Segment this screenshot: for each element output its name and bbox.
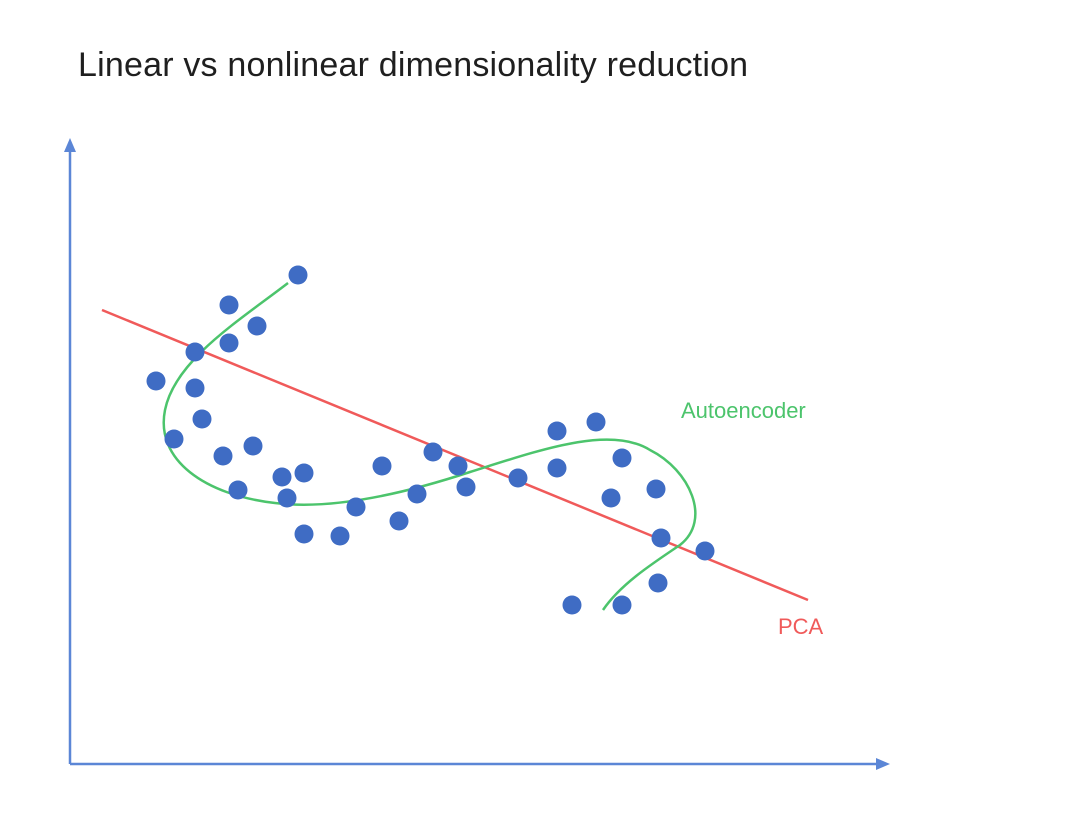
data-point [164,429,184,449]
data-point [601,488,621,508]
data-point [648,573,668,593]
data-point [448,456,468,476]
data-point [185,342,205,362]
data-points [146,265,715,615]
data-point [213,446,233,466]
data-point [243,436,263,456]
data-point [547,421,567,441]
data-point [562,595,582,615]
data-point [219,295,239,315]
data-point [294,463,314,483]
data-point [330,526,350,546]
data-point [651,528,671,548]
data-point [646,479,666,499]
data-point [346,497,366,517]
data-point [192,409,212,429]
autoencoder-curve [162,282,697,611]
data-point [272,467,292,487]
data-point [612,595,632,615]
x-axis-arrow [876,758,890,770]
data-point [423,442,443,462]
pca-line [101,308,809,602]
data-point [277,488,297,508]
pca-label: PCA [778,614,824,639]
data-point [288,265,308,285]
data-point [294,524,314,544]
data-point [586,412,606,432]
data-point [228,480,248,500]
y-axis-arrow [64,138,76,152]
data-point [695,541,715,561]
data-point [547,458,567,478]
data-point [247,316,267,336]
data-point [407,484,427,504]
data-point [146,371,166,391]
data-point [372,456,392,476]
data-point [508,468,528,488]
data-point [612,448,632,468]
data-point [456,477,476,497]
autoencoder-label: Autoencoder [681,398,806,423]
diagram-title: Linear vs nonlinear dimensionality reduc… [78,46,749,84]
data-point [389,511,409,531]
data-point [185,378,205,398]
data-point [219,333,239,353]
